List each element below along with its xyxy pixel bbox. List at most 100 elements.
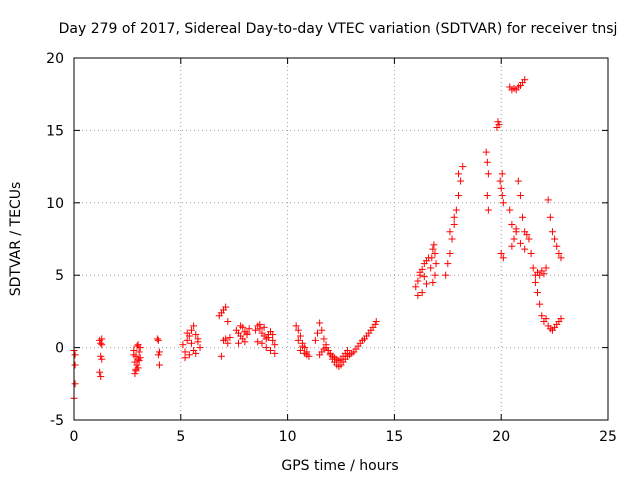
data-point <box>557 315 565 323</box>
data-point <box>542 264 550 272</box>
data-point <box>196 344 204 352</box>
y-tick-label: -5 <box>50 413 64 429</box>
data-point <box>499 199 507 207</box>
data-point <box>301 349 309 357</box>
data-point <box>258 339 266 347</box>
data-point <box>245 325 253 333</box>
data-point <box>498 170 506 178</box>
y-tick-label: 10 <box>46 196 64 212</box>
data-point <box>446 228 454 236</box>
data-point <box>311 336 319 344</box>
y-tick-labels: -5 0 5 10 15 20 <box>46 51 64 429</box>
x-tick-label: 25 <box>599 429 617 445</box>
data-point <box>320 335 328 343</box>
data-point <box>416 268 424 276</box>
data-point <box>542 315 550 323</box>
data-point <box>224 318 232 326</box>
data-point <box>525 235 533 243</box>
data-point <box>514 177 522 185</box>
data-point <box>508 221 516 229</box>
x-tick-label: 15 <box>385 429 403 445</box>
data-point <box>135 348 143 356</box>
x-tick-labels: 0 5 10 15 20 25 <box>70 429 617 445</box>
data-point <box>256 320 264 328</box>
data-point <box>529 264 537 272</box>
data-point <box>234 339 242 347</box>
data-point <box>179 341 187 349</box>
data-point <box>499 254 507 262</box>
data-point <box>183 329 191 337</box>
data-point <box>71 380 79 388</box>
data-point <box>498 192 506 200</box>
x-tick-label: 5 <box>176 429 185 445</box>
data-point <box>506 206 514 214</box>
data-point <box>527 249 535 257</box>
data-point <box>446 249 454 257</box>
data-point <box>71 361 79 369</box>
data-point <box>292 322 300 330</box>
data-point <box>510 235 518 243</box>
data-point <box>260 323 268 331</box>
data-point <box>155 348 163 356</box>
data-point <box>538 312 546 320</box>
data-point <box>372 318 380 326</box>
axis-ticks <box>73 57 609 421</box>
data-point <box>269 331 277 339</box>
data-point <box>97 352 105 360</box>
data-point <box>457 177 465 185</box>
data-point <box>136 354 144 362</box>
data-point <box>519 213 527 221</box>
data-point <box>185 351 193 359</box>
data-point <box>132 367 140 375</box>
data-point <box>371 320 379 328</box>
data-point <box>155 361 163 369</box>
data-point <box>183 336 191 344</box>
data-point <box>482 148 490 156</box>
data-point <box>194 335 202 343</box>
data-point <box>133 361 141 369</box>
data-point <box>444 260 452 268</box>
data-point <box>484 206 492 214</box>
data-point <box>536 271 544 279</box>
y-tick-label: 20 <box>46 51 64 67</box>
x-tick-label: 0 <box>70 429 79 445</box>
data-point <box>553 242 561 250</box>
data-point <box>536 300 544 308</box>
data-point <box>192 331 200 339</box>
data-point <box>98 355 106 363</box>
data-point <box>546 213 554 221</box>
data-point <box>422 280 430 288</box>
data-point <box>187 326 195 334</box>
data-point <box>551 235 559 243</box>
data-point <box>133 342 141 350</box>
data-point <box>181 354 189 362</box>
chart-title: Day 279 of 2017, Sidereal Day-to-day VTE… <box>59 21 618 37</box>
data-point <box>294 326 302 334</box>
grid <box>74 58 608 420</box>
data-point <box>271 341 279 349</box>
y-tick-label: 5 <box>55 268 64 284</box>
data-point <box>318 326 326 334</box>
data-point <box>427 264 435 272</box>
data-point <box>296 332 304 340</box>
data-point <box>428 254 436 262</box>
data-point <box>294 336 302 344</box>
data-point <box>314 329 322 337</box>
data-point <box>296 346 304 354</box>
data-point <box>71 351 79 359</box>
data-point <box>450 213 458 221</box>
data-point <box>224 339 232 347</box>
data-point <box>414 277 422 285</box>
data-point <box>431 249 439 257</box>
data-point <box>414 291 422 299</box>
data-point <box>494 118 502 126</box>
data-point <box>267 346 275 354</box>
data-point <box>217 352 225 360</box>
data-point <box>254 338 262 346</box>
data-point <box>534 289 542 297</box>
data-point <box>430 241 438 249</box>
y-tick-label: 15 <box>46 123 64 139</box>
data-point <box>418 289 426 297</box>
data-point <box>432 260 440 268</box>
data-point <box>508 242 516 250</box>
